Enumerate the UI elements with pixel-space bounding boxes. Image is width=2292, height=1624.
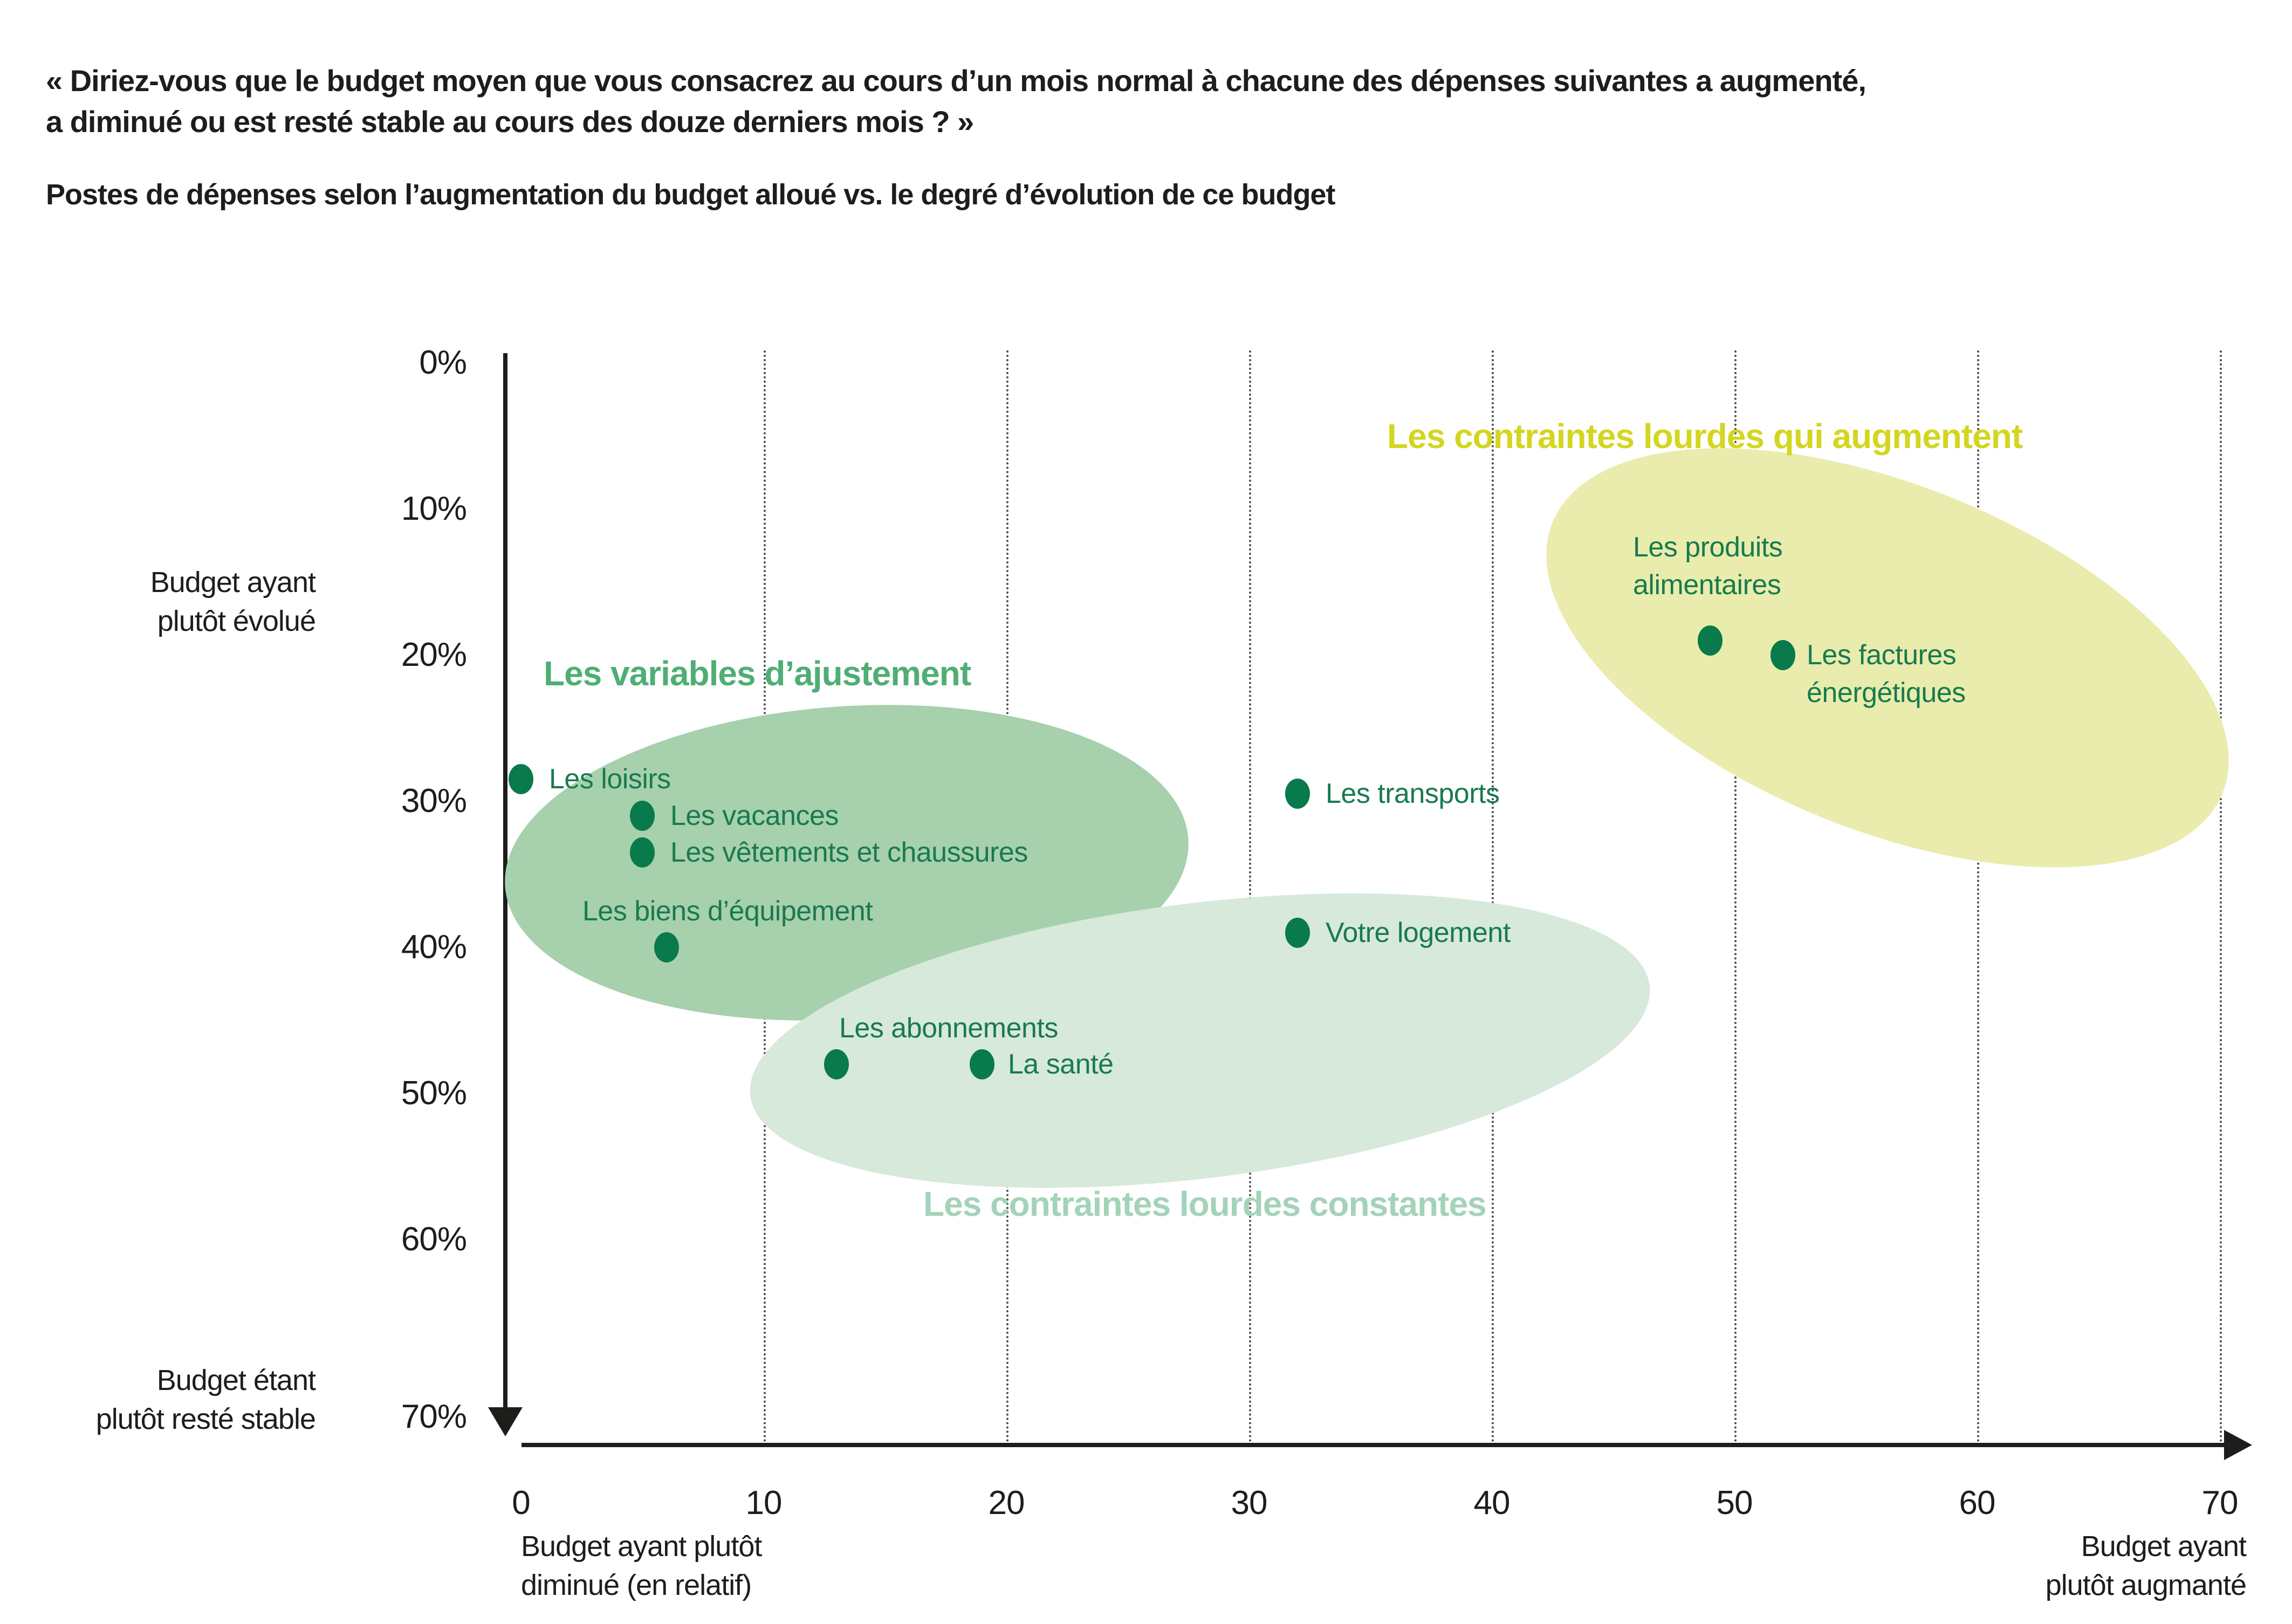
group-title-adjustment: Les variables d’ajustement — [544, 654, 971, 693]
gridline-50 — [1734, 350, 1737, 1443]
y-tick-30%: 30% — [401, 782, 467, 820]
data-point-dot — [970, 1049, 994, 1079]
y-tick-0%: 0% — [419, 344, 467, 381]
data-point-label: Les abonnements — [839, 1012, 1058, 1044]
data-point-label: Les factures énergétiques — [1807, 639, 1966, 708]
data-point-label: Les loisirs — [549, 763, 671, 795]
data-point-dot — [1285, 779, 1310, 809]
y-axis-bottom-label: Budget étant plutôt resté stable — [95, 1364, 316, 1435]
y-tick-40%: 40% — [401, 928, 467, 966]
data-point-dot — [1285, 917, 1310, 948]
data-point-dot — [630, 837, 655, 868]
y-tick-60%: 60% — [401, 1221, 467, 1258]
data-point-label: Les vêtements et chaussures — [670, 836, 1028, 868]
survey-question-line2: a diminué ou est resté stable au cours d… — [46, 105, 974, 139]
x-tick-50: 50 — [1716, 1484, 1753, 1522]
survey-question-line1: « Diriez-vous que le budget moyen que vo… — [46, 64, 1866, 98]
data-point-dot — [1698, 625, 1723, 656]
data-point-label: Les biens d’équipement — [582, 896, 873, 927]
group-title-constant: Les contraintes lourdes constantes — [923, 1185, 1487, 1223]
data-point-label: Les transports — [1326, 778, 1500, 810]
x-tick-20: 20 — [988, 1484, 1025, 1522]
y-axis-arrow-down-icon — [488, 1407, 523, 1436]
x-tick-0: 0 — [512, 1484, 530, 1522]
x-tick-10: 10 — [745, 1484, 783, 1522]
x-tick-40: 40 — [1473, 1484, 1511, 1522]
data-point-dot — [824, 1049, 849, 1079]
data-point-dot — [509, 764, 533, 795]
x-tick-30: 30 — [1231, 1484, 1268, 1522]
survey-question: « Diriez-vous que le budget moyen que vo… — [46, 60, 1866, 142]
gridline-60 — [1977, 350, 1979, 1443]
data-point-label: Les vacances — [670, 800, 839, 832]
x-axis-arrow-right-icon — [2224, 1430, 2252, 1460]
x-tick-60: 60 — [1959, 1484, 1996, 1522]
y-tick-70%: 70% — [401, 1398, 467, 1435]
y-tick-10%: 10% — [401, 490, 467, 527]
y-tick-20%: 20% — [401, 636, 467, 673]
gridline-40 — [1492, 350, 1494, 1443]
chart-subtitle: Postes de dépenses selon l’augmentation … — [46, 178, 1335, 211]
gridline-30 — [1249, 350, 1251, 1443]
y-axis-top-label: Budget ayant plutôt évolué — [150, 566, 316, 637]
x-tick-70: 70 — [2201, 1484, 2239, 1522]
x-axis-left-label: Budget ayant plutôt diminué (en relatif) — [521, 1530, 762, 1601]
data-point-label: Les produits alimentaires — [1633, 531, 1783, 601]
data-point-dot — [654, 932, 679, 962]
data-point-dot — [630, 801, 655, 831]
group-title-increasing: Les contraintes lourdes qui augmentent — [1387, 417, 2023, 456]
x-axis-line — [521, 1443, 2224, 1447]
x-axis-right-label: Budget ayant plutôt augmanté — [2045, 1530, 2247, 1601]
y-tick-50%: 50% — [401, 1075, 467, 1112]
data-point-label: La santé — [1008, 1048, 1114, 1080]
gridline-70 — [2220, 350, 2222, 1443]
data-point-dot — [1771, 640, 1795, 670]
data-point-label: Votre logement — [1326, 917, 1511, 948]
